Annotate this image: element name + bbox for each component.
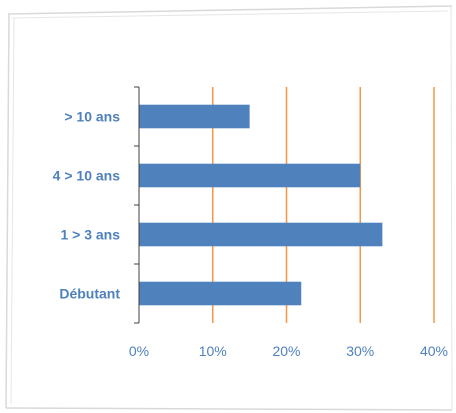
axes (134, 86, 140, 324)
bar-3 (139, 104, 250, 129)
x-tick-label-4: 40% (420, 343, 448, 359)
bar-0 (139, 281, 302, 306)
x-tick-label-3: 30% (346, 343, 374, 359)
category-label-2: 4 > 10 ans (53, 168, 121, 184)
category-labels: Débutant 1 > 3 ans 4 > 10 ans > 10 ans (53, 109, 121, 302)
bars (139, 104, 383, 306)
bar-1 (139, 222, 383, 247)
sketch-frame (5, 5, 453, 411)
category-label-0: Débutant (59, 286, 120, 302)
tick-labels: 0% 10% 20% 30% 40% (129, 343, 448, 359)
x-tick-label-0: 0% (129, 343, 149, 359)
x-tick-label-2: 20% (272, 343, 300, 359)
x-tick-label-1: 10% (199, 343, 227, 359)
category-label-1: 1 > 3 ans (60, 227, 120, 243)
category-label-3: > 10 ans (64, 109, 120, 125)
bar-2 (139, 163, 361, 188)
